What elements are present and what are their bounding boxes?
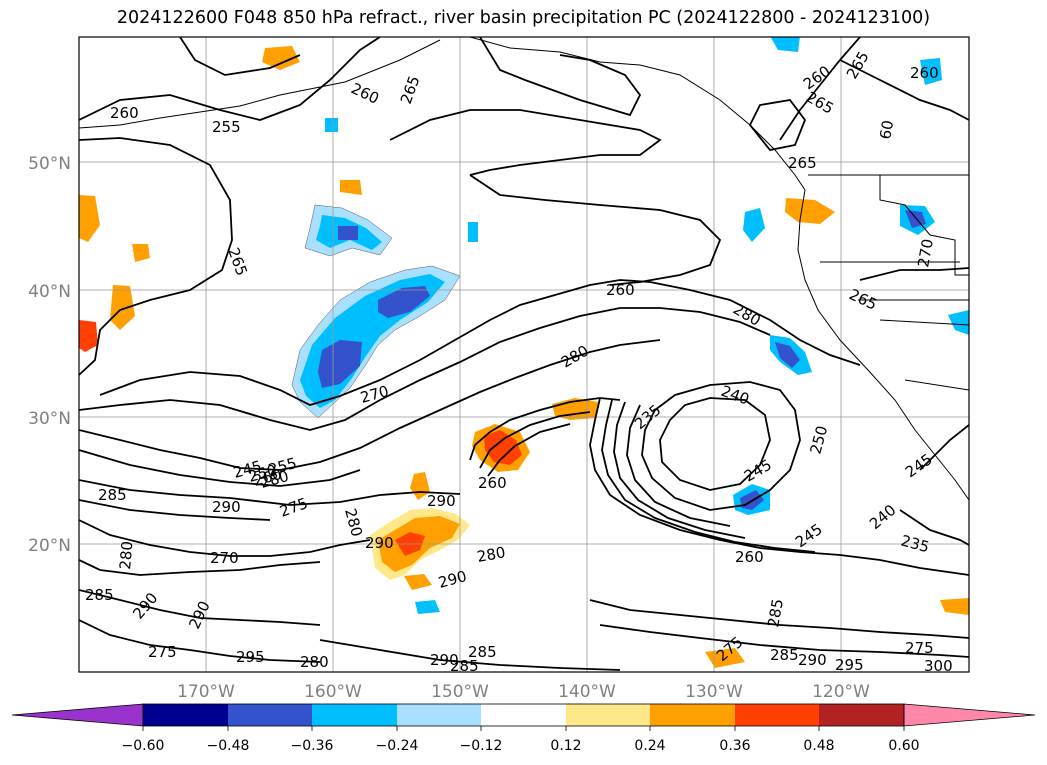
contour-label: 260	[478, 474, 507, 492]
contour-label: 280	[476, 543, 507, 566]
contour-label: 285	[770, 646, 799, 664]
map-title: 2024122600 F048 850 hPa refract., river …	[116, 8, 931, 28]
lon-label: 170°W	[177, 682, 235, 702]
contour-label: 270	[210, 549, 239, 567]
colorbar-segment	[397, 704, 481, 726]
contour-label: 290	[212, 498, 241, 516]
contour-label: 290	[365, 534, 394, 552]
coastlines	[79, 37, 969, 501]
contour-label: 275	[905, 639, 934, 657]
colorbar-tick-label: 0.24	[634, 738, 665, 754]
contour-label: 260	[735, 548, 764, 566]
contour-label: 290	[427, 492, 456, 510]
colorbar-extend-left	[11, 703, 144, 727]
contour-label: 265	[788, 154, 817, 172]
colorbar-tick-label: 0.48	[803, 738, 834, 754]
contour-label: 295	[835, 656, 864, 674]
latitude-labels: 50°N 40°N 30°N 20°N	[28, 154, 71, 556]
colorbar-segment	[143, 704, 228, 726]
colorbar: −0.60 −0.48 −0.36 −0.24 −0.12 0.12 0.24 …	[11, 703, 1036, 754]
contour-label: 280	[300, 653, 329, 671]
colorbar-tick-label: −0.60	[122, 738, 165, 754]
contour-label: 285	[468, 643, 497, 661]
contour-label: 280	[116, 540, 136, 570]
contour-label: 285	[98, 486, 127, 504]
contour-label: 270	[914, 237, 937, 268]
contour-label: 275	[148, 643, 177, 661]
lat-label: 20°N	[28, 536, 71, 556]
lat-label: 40°N	[28, 282, 71, 302]
colorbar-segment	[819, 704, 904, 726]
contour-label: 285	[85, 586, 114, 604]
colorbar-segment	[650, 704, 735, 726]
graticule	[79, 37, 969, 672]
map-frame	[78, 36, 970, 673]
contour-label: 290	[430, 651, 459, 669]
contour-label: 60	[876, 119, 897, 141]
colorbar-segment	[312, 704, 397, 726]
lon-label: 150°W	[431, 682, 489, 702]
contour-label: 290	[798, 651, 827, 669]
lon-label: 130°W	[685, 682, 743, 702]
colorbar-segment	[481, 704, 566, 726]
lat-label: 50°N	[28, 154, 71, 174]
contour-label: 295	[236, 648, 265, 666]
colorbar-tick-label: −0.36	[291, 738, 334, 754]
contour-label: 285	[450, 657, 479, 675]
contour-label: 285	[764, 597, 787, 628]
lon-label: 120°W	[812, 682, 870, 702]
colorbar-tick-label: 0.36	[719, 738, 750, 754]
map-area	[79, 37, 969, 672]
colorbar-segment	[228, 704, 312, 726]
colorbar-tick-label: −0.24	[376, 738, 419, 754]
contour-label: 260	[910, 64, 939, 82]
contour-label: 260	[606, 281, 635, 299]
longitude-labels: 170°W 160°W 150°W 140°W 130°W 120°W	[177, 682, 870, 702]
colorbar-tick-label: −0.48	[207, 738, 250, 754]
contour-label: 300	[924, 657, 953, 675]
contour-label: 255	[212, 118, 241, 136]
contour-label: 260	[110, 104, 139, 122]
lon-label: 140°W	[558, 682, 616, 702]
colorbar-segment	[735, 704, 819, 726]
colorbar-tick-label: 0.60	[888, 738, 919, 754]
colorbar-extend-right	[903, 703, 1036, 727]
lon-label: 160°W	[304, 682, 362, 702]
colorbar-tick-label: 0.12	[550, 738, 581, 754]
colorbar-segment	[566, 704, 650, 726]
lat-label: 30°N	[28, 409, 71, 429]
colorbar-tick-label: −0.12	[460, 738, 503, 754]
refractivity-contours	[79, 37, 969, 671]
